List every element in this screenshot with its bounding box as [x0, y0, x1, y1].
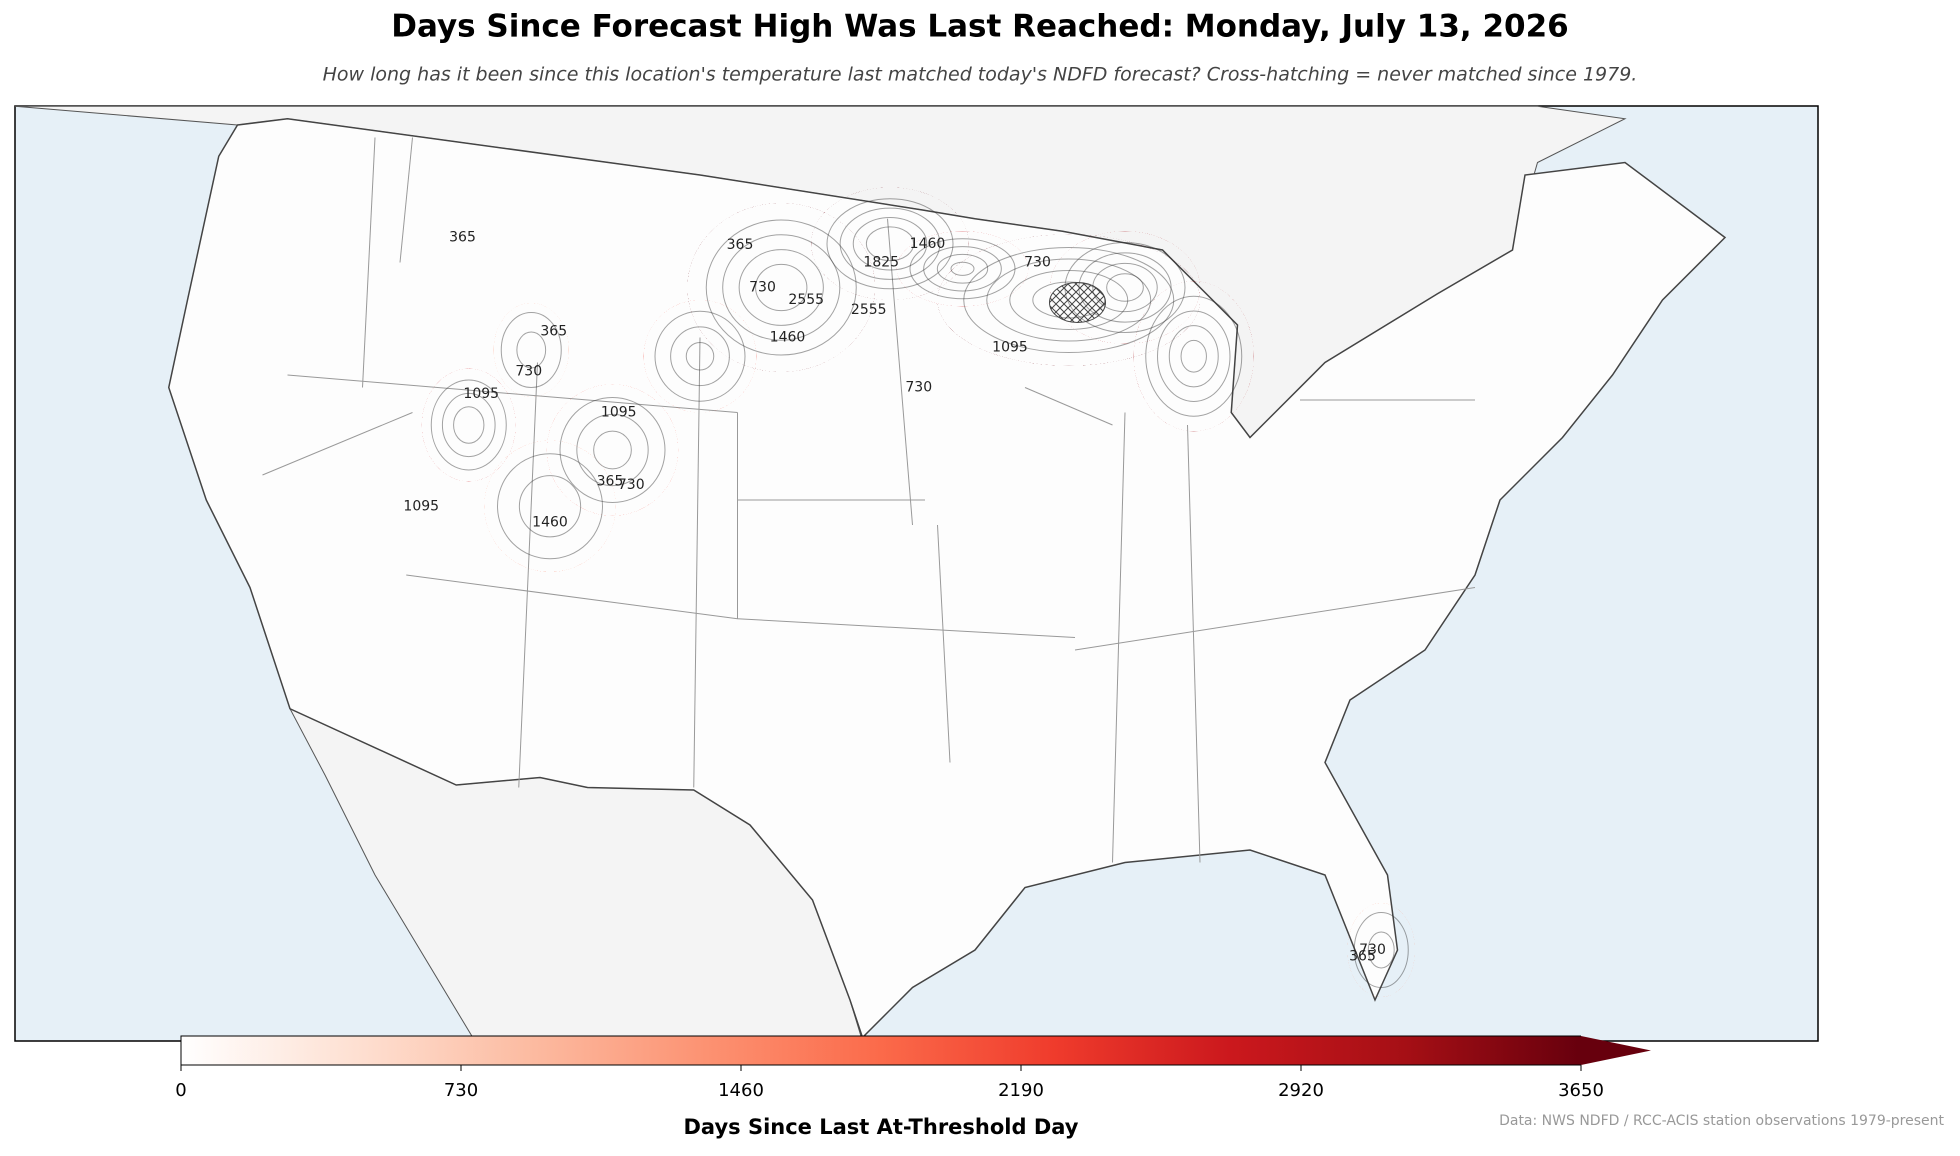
never-matched	[1049, 282, 1106, 323]
colorbar-tick-label: 2190	[998, 1080, 1044, 1101]
contour	[1180, 339, 1207, 373]
heat-blob	[896, 231, 1029, 307]
contour-label: 1095	[463, 386, 499, 402]
contour	[685, 342, 715, 371]
contour	[453, 406, 485, 444]
contour-label: 1825	[863, 255, 899, 271]
colorbar-tick-label: 2920	[1278, 1080, 1324, 1101]
contour-label: 730	[1024, 255, 1051, 271]
contour	[516, 331, 547, 369]
colorbar: 0 730 1460 2190 2920 3650 Days Since Last At-T…	[175, 1035, 1651, 1139]
contour	[654, 310, 746, 402]
contour-label: 1460	[770, 330, 806, 346]
contour-label: 365	[727, 237, 754, 253]
map: 3657301460182525551460730109536573036510…	[14, 105, 1819, 1042]
state-line	[262, 412, 413, 476]
subtitle: How long has it been since this location…	[323, 64, 1638, 86]
contour-label: 2555	[788, 292, 824, 308]
contour	[1353, 912, 1409, 988]
heat-blob	[643, 300, 757, 413]
colorbar-tick-label: 0	[175, 1080, 186, 1101]
contour-label: 365	[1349, 948, 1376, 964]
contour	[441, 392, 496, 458]
contour-label: 1460	[532, 515, 568, 531]
contour	[1106, 273, 1144, 302]
contour	[497, 453, 603, 560]
contour	[500, 312, 562, 388]
colorbar-tick-label: 3650	[1558, 1080, 1604, 1101]
state-line	[1112, 412, 1126, 863]
contour	[518, 475, 582, 538]
contour	[722, 234, 841, 341]
contour	[755, 263, 808, 312]
state-line	[1187, 424, 1201, 863]
heat-blob	[484, 440, 616, 572]
contour	[936, 253, 989, 284]
colorbar-tick-label: 730	[444, 1080, 478, 1101]
contour-label: 365	[449, 230, 476, 246]
heat-blob	[493, 303, 569, 397]
contour-label: 730	[618, 477, 645, 493]
contour-label: 365	[540, 323, 567, 339]
state-line	[1074, 587, 1476, 651]
source: Data: NWS NDFD / RCC-ACIS station observ…	[1499, 1113, 1944, 1129]
heat-blob	[1347, 903, 1415, 997]
state-line	[362, 137, 376, 388]
contour-label: 1095	[403, 498, 439, 514]
state-line	[693, 337, 701, 788]
contour	[1367, 931, 1395, 969]
state-line	[737, 618, 1076, 638]
contour	[950, 261, 975, 276]
contour-label: 365	[597, 473, 624, 489]
contour	[738, 249, 824, 326]
contour-label: 2555	[851, 302, 887, 318]
state-line	[1024, 387, 1113, 426]
contour	[593, 430, 632, 470]
state-line	[937, 524, 951, 763]
state-line	[406, 574, 738, 620]
contour-label: 730	[1359, 942, 1386, 958]
colorbar-body	[181, 1036, 1581, 1065]
colorbar-tick-label: 1460	[718, 1080, 764, 1101]
title: Days Since Forecast High Was Last Reache…	[391, 9, 1569, 45]
contour-label: 730	[749, 280, 776, 296]
colorbar-extend	[1581, 1036, 1651, 1065]
contour	[1157, 310, 1231, 403]
colorbar-outline	[180, 1035, 1581, 1066]
contour	[909, 238, 1016, 300]
contour-label: 730	[515, 363, 542, 379]
contour-label: 1095	[601, 405, 637, 421]
contour-label: 730	[905, 380, 932, 396]
heat-blob	[421, 368, 516, 482]
state-line	[287, 374, 738, 413]
contour	[430, 379, 507, 471]
colorbar-label: Days Since Last At-Threshold Day	[684, 1115, 1079, 1139]
state-line	[518, 362, 538, 788]
contour	[1168, 325, 1219, 388]
contour-label: 1095	[992, 340, 1028, 356]
contour-label: 1460	[910, 236, 946, 252]
contour	[923, 246, 1002, 292]
state-line	[399, 137, 413, 263]
contour	[670, 326, 730, 387]
